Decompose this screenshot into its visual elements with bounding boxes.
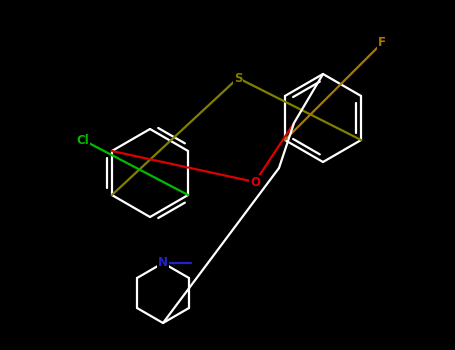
Text: S: S: [234, 71, 242, 84]
Text: Cl: Cl: [76, 133, 89, 147]
Text: N: N: [158, 257, 168, 270]
Text: F: F: [378, 36, 386, 49]
Text: O: O: [250, 175, 260, 189]
